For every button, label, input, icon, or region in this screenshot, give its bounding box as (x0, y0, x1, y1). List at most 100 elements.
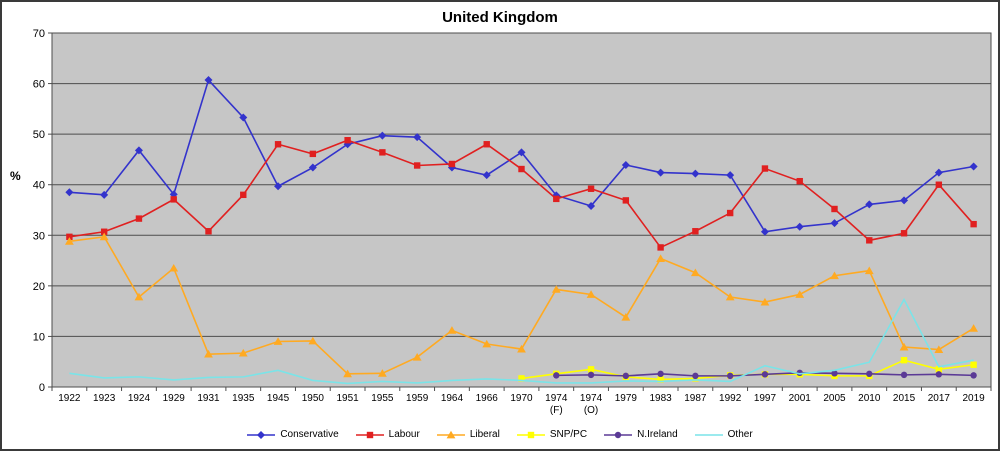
data-point-marker (587, 366, 595, 373)
data-point-marker (517, 344, 526, 353)
data-point-marker (518, 165, 525, 173)
x-tick-label: 2017 (928, 393, 951, 404)
data-point-marker (656, 254, 666, 262)
data-point-marker (657, 244, 664, 251)
data-point-marker (413, 133, 422, 142)
data-point-marker (692, 372, 699, 380)
data-point-marker (482, 339, 492, 348)
data-point-marker (134, 146, 143, 155)
data-point-marker (517, 148, 526, 157)
x-tick-label: 1997 (754, 393, 777, 404)
data-point-marker (587, 201, 596, 210)
series-line-other (69, 297, 974, 385)
y-tick-label: 30 (33, 230, 45, 242)
x-tick-label: 2015 (893, 393, 916, 404)
data-point-marker (900, 196, 909, 205)
data-point-marker (690, 268, 700, 277)
data-point-marker (309, 150, 317, 158)
data-point-marker (760, 297, 770, 306)
data-point-marker (239, 113, 248, 122)
data-point-marker (935, 181, 943, 188)
data-point-marker (761, 371, 769, 378)
data-point-marker (900, 356, 908, 364)
x-tick-label: 1959 (406, 393, 429, 404)
data-point-marker (483, 141, 490, 148)
data-point-marker (761, 165, 769, 172)
chart-canvas: 0 10 20 30 40 50 60 70 1922 1923 1924 1929 1931 1935 1… (33, 28, 992, 416)
data-point-marker (656, 168, 665, 177)
data-point-marker (204, 349, 213, 358)
legend-item-n-ireland: N.Ireland (604, 430, 678, 440)
data-point-marker (100, 228, 108, 235)
data-point-marker (830, 271, 839, 280)
data-point-marker (343, 369, 353, 378)
x-tick-label: 1935 (232, 393, 255, 404)
chart-legend: Conservative Labour Liberal SNP/PC N.Ireland… (2, 425, 998, 445)
x-tick-label: 1945 (267, 393, 290, 404)
data-point-marker (377, 369, 387, 377)
x-tick-label: 1983 (649, 393, 672, 404)
legend-label-conservative: Conservative (280, 429, 339, 440)
data-point-marker (204, 76, 213, 85)
legend-label-snp-pc: SNP/PC (549, 429, 588, 440)
data-point-marker (795, 290, 805, 298)
data-point-marker (587, 185, 595, 192)
x-tick-label: 1929 (163, 393, 186, 404)
legend-swatch-other (694, 434, 723, 436)
data-point-marker (169, 263, 179, 272)
x-tick-label: 1964 (441, 393, 464, 404)
data-point-marker (830, 219, 839, 228)
data-point-marker (796, 177, 803, 185)
data-point-marker (205, 228, 212, 235)
data-point-marker (831, 370, 838, 377)
data-point-marker (691, 169, 700, 178)
data-point-marker (760, 227, 769, 236)
legend-swatch-liberal (436, 430, 465, 439)
x-tick-label: 1955 (371, 393, 394, 404)
data-point-marker (899, 342, 909, 351)
x-tick-label: 1974 (O) (580, 393, 603, 416)
data-point-marker (100, 190, 109, 199)
data-point-marker (412, 352, 422, 361)
data-point-marker (725, 292, 735, 301)
y-tick-label: 50 (33, 129, 45, 141)
x-tick-label: 1950 (302, 393, 325, 404)
data-point-marker (622, 372, 630, 380)
x-tick-label: 1979 (615, 393, 638, 404)
data-point-marker (900, 230, 908, 237)
data-point-marker (66, 233, 73, 241)
legend-label-n-ireland: N.Ireland (637, 429, 678, 440)
x-tick-label: 1951 (336, 393, 359, 404)
data-point-marker (864, 266, 874, 275)
data-point-marker (726, 209, 734, 217)
data-point-marker (795, 222, 804, 231)
chart-title: United Kingdom (442, 9, 558, 26)
data-point-marker (551, 285, 561, 293)
legend-item-liberal: Liberal (436, 430, 500, 440)
data-point-marker (657, 376, 664, 383)
legend-swatch-snp-pc (516, 431, 545, 439)
series-markers-labour (66, 137, 977, 251)
data-point-marker (308, 163, 317, 172)
data-point-marker (622, 197, 630, 204)
data-point-marker (274, 141, 282, 148)
data-point-marker (587, 371, 595, 379)
data-point-marker (866, 370, 873, 378)
series-markers-liberal (64, 232, 979, 378)
data-point-marker (553, 195, 560, 203)
data-point-marker (970, 220, 977, 228)
legend-item-conservative: Conservative (247, 429, 339, 440)
data-point-marker (969, 324, 979, 332)
x-tick-label: 2019 (962, 393, 985, 404)
x-tick-label: 1922 (58, 393, 81, 404)
data-point-marker (308, 336, 318, 345)
data-point-marker (273, 337, 283, 345)
data-point-marker (934, 168, 943, 177)
y-axis-label: % (10, 169, 21, 183)
x-tick-label: 1974 (F) (545, 393, 568, 416)
data-point-marker (865, 200, 874, 209)
data-point-marker (621, 313, 631, 321)
data-point-marker (518, 375, 525, 382)
legend-marker-conservative (257, 431, 266, 439)
